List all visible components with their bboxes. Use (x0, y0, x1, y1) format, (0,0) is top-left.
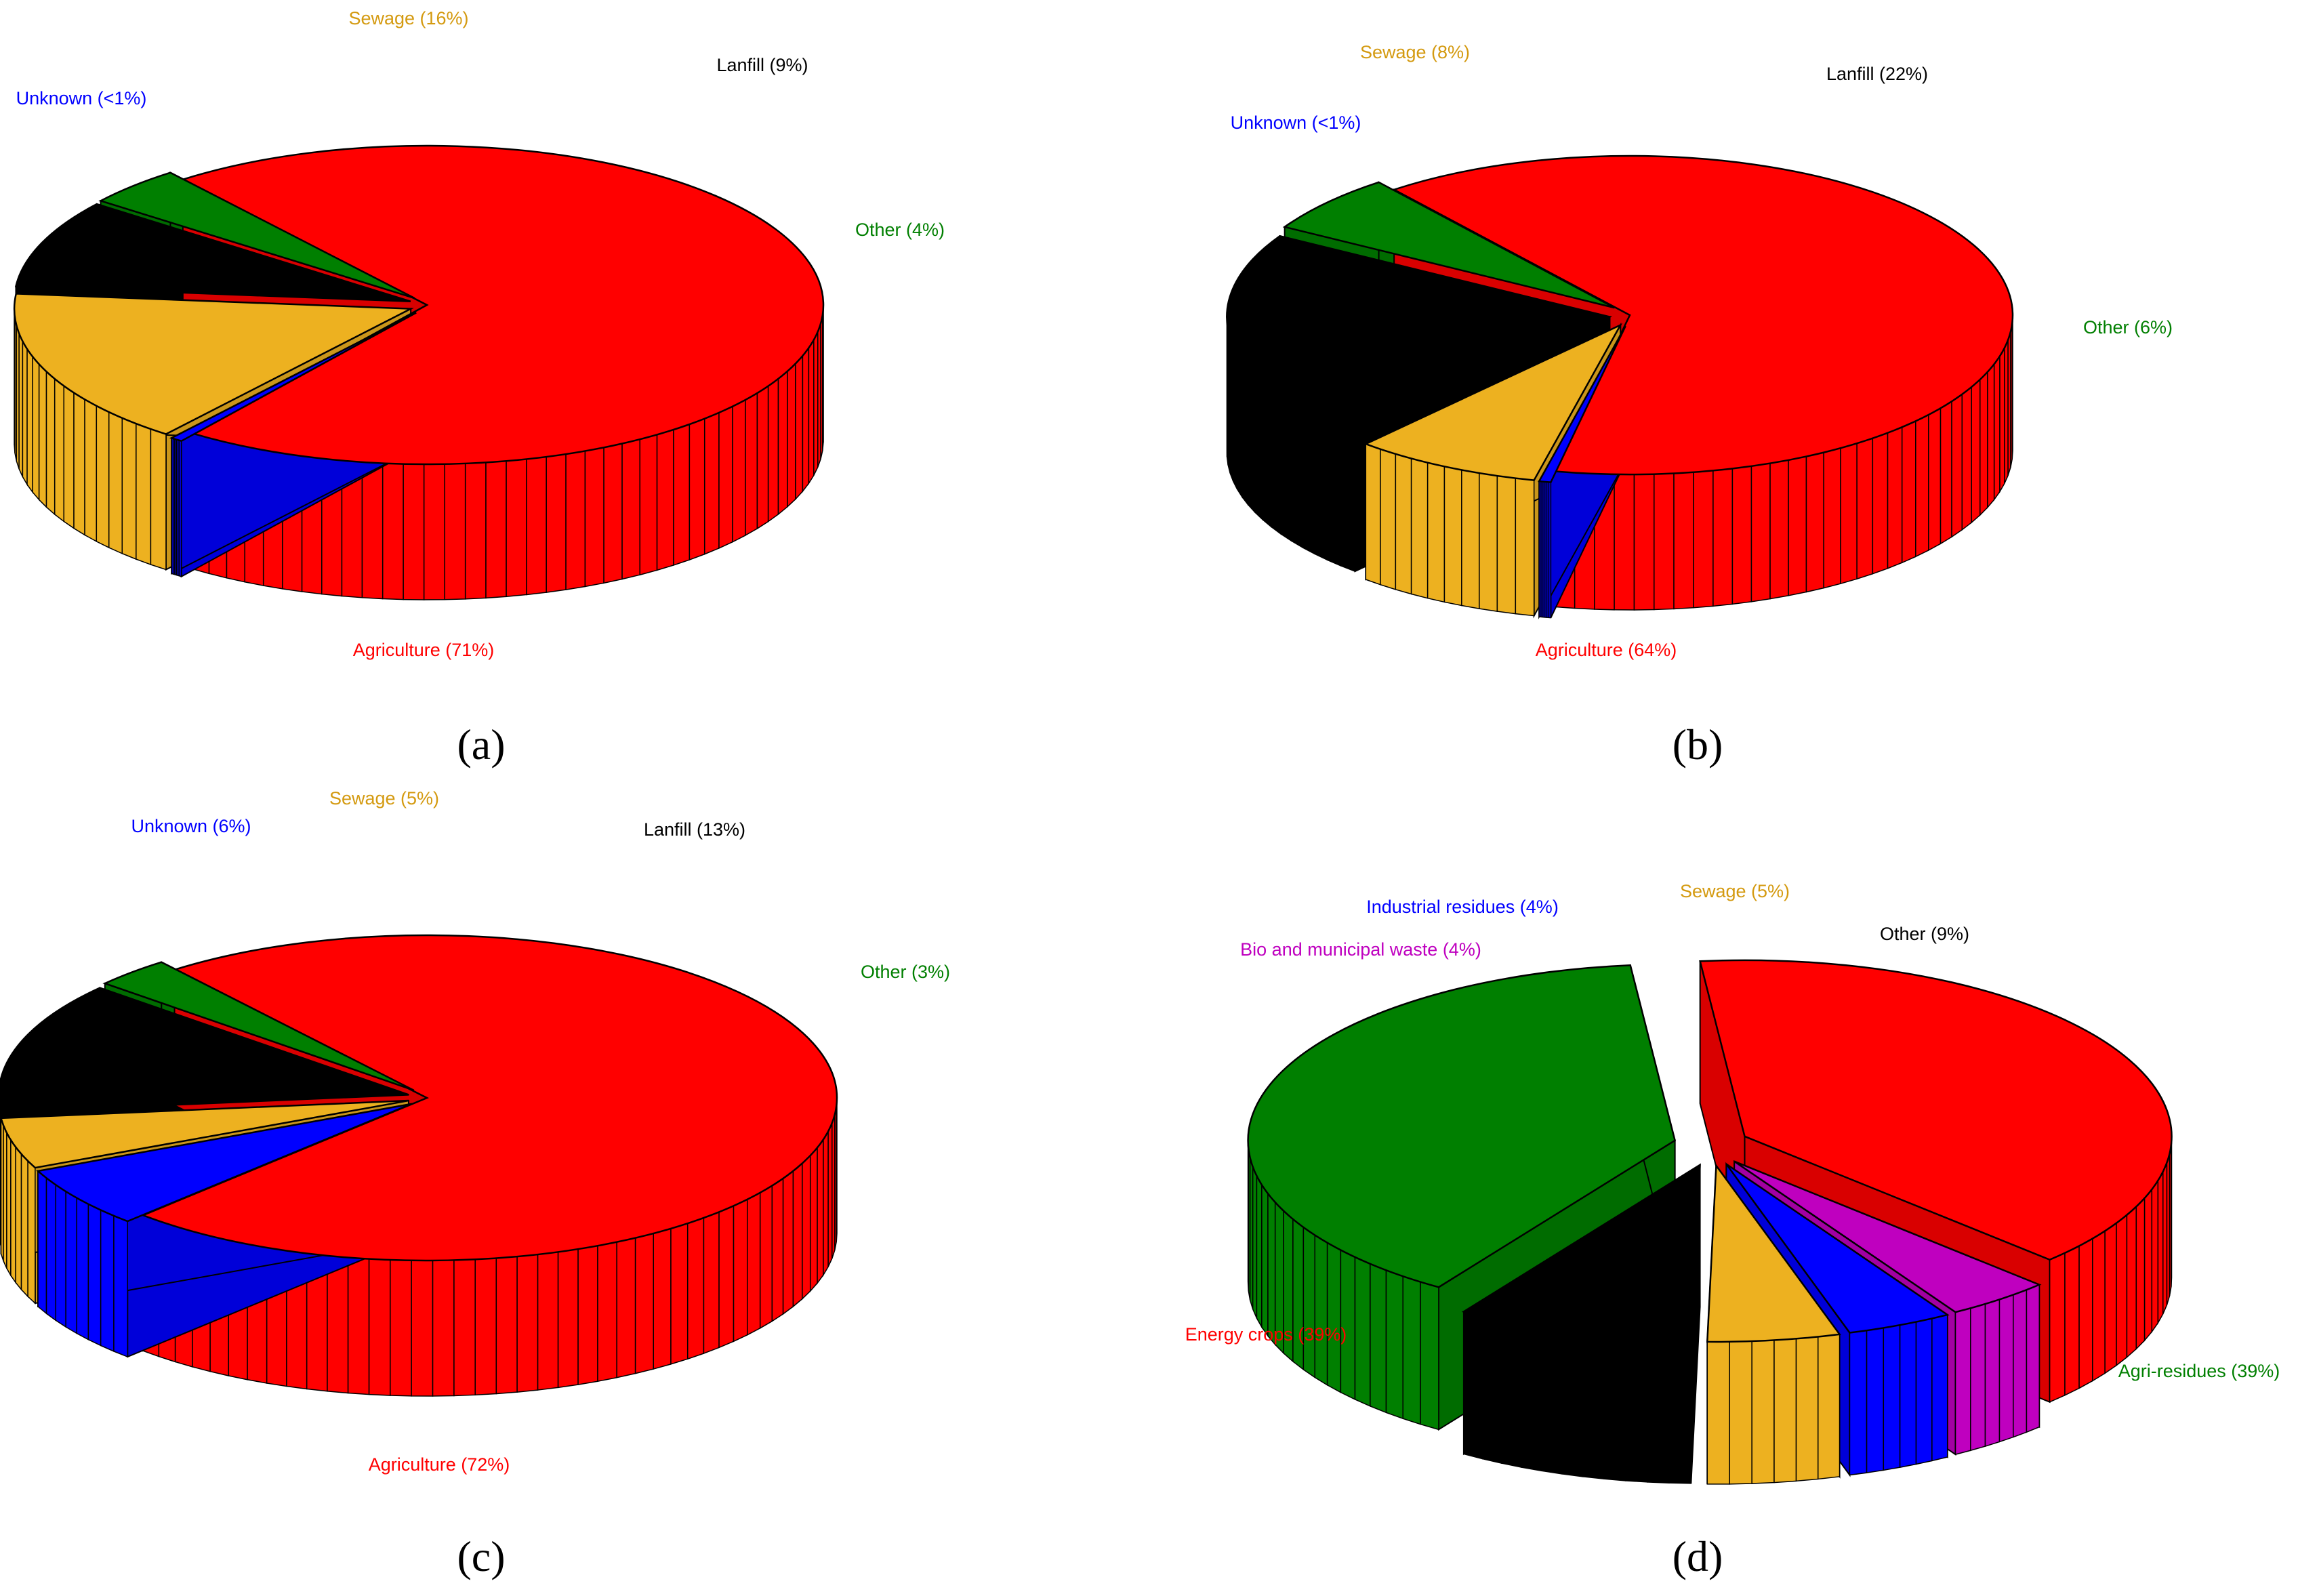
slice-label-other: Other (9%) (1880, 924, 1969, 944)
slice-unknown (1538, 325, 1626, 483)
slice-label-other: Other (6%) (2083, 317, 2173, 337)
slice-label-agri-residues: Agri-residues (39%) (2118, 1361, 2280, 1381)
slice-label-agriculture: Agriculture (72%) (369, 1454, 510, 1475)
slice-sewage (13, 293, 414, 435)
slice-unknown (36, 1103, 412, 1223)
slice-agriculture (180, 144, 825, 466)
slice-energy-crops (1699, 959, 2173, 1261)
slice-label-energy-crops: Energy crops (39%) (1185, 1324, 1347, 1345)
slice-other (102, 961, 415, 1092)
slice-label-industrial-residues: Industrial residues (4%) (1366, 897, 1559, 917)
slice-other (1461, 1163, 1701, 1343)
slice-bio-and-municipal-waste (1733, 1160, 2042, 1313)
slice-other (1282, 181, 1616, 309)
slice-label-unknown: Unknown (<1%) (1231, 112, 1361, 133)
slice-other (98, 171, 415, 300)
slice-sewage (1706, 1163, 1841, 1343)
slice-label-bio-and-municipal-waste: Bio and municipal waste (4%) (1240, 939, 1481, 960)
slice-label-sewage: Sewage (5%) (1680, 881, 1790, 901)
slice-lanfill (14, 203, 411, 302)
pie-b-labels: Agriculture (64%) Unknown (<1%) Sewage (8%… (1231, 42, 2173, 660)
slice-sewage (1363, 323, 1623, 481)
slice-agri-residues (1247, 964, 1677, 1288)
pie-chart-a: Agriculture (71%) Unknown (<1%) Sewage (16… (13, 8, 945, 769)
slice-label-lanfill: Lanfill (22%) (1826, 64, 1928, 84)
pie-a-labels: Agriculture (71%) Unknown (<1%) Sewage (16… (16, 8, 945, 660)
panel-b-caption: (b) (1673, 720, 1723, 769)
slice-label-agriculture: Agriculture (64%) (1536, 640, 1677, 660)
pie-c-slices (0, 934, 838, 1397)
panel-d-caption: (d) (1673, 1532, 1723, 1580)
slice-label-sewage: Sewage (16%) (348, 8, 468, 28)
slice-label-lanfill: Lanfill (13%) (644, 819, 745, 840)
slice-agriculture (1391, 155, 2014, 476)
pie-chart-c: Agriculture (72%) Unknown (6%) Sewage (5%)… (0, 788, 950, 1580)
slice-label-agriculture: Agriculture (71%) (353, 640, 495, 660)
pie-chart-d: Energy crops (39%) Bio and municipal wast… (1185, 881, 2280, 1580)
slice-label-other: Other (3%) (861, 962, 950, 982)
slice-industrial-residues (1725, 1163, 1950, 1334)
slice-lanfill (0, 987, 409, 1113)
pie-c-labels: Agriculture (72%) Unknown (6%) Sewage (5%)… (131, 788, 950, 1475)
slice-label-sewage: Sewage (8%) (1360, 42, 1470, 62)
pie-b-slices (1226, 155, 2014, 619)
panel-a-caption: (a) (457, 720, 505, 769)
slice-sewage (0, 1099, 409, 1169)
slice-unknown (169, 312, 417, 443)
pie-d-slices (1247, 959, 2173, 1485)
slice-lanfill (1226, 234, 1613, 437)
slice-label-unknown: Unknown (<1%) (16, 88, 147, 108)
slice-label-unknown: Unknown (6%) (131, 816, 251, 836)
slice-label-sewage: Sewage (5%) (329, 788, 439, 809)
pie-a-slices (13, 144, 825, 600)
slice-label-lanfill: Lanfill (9%) (716, 55, 808, 75)
pie-chart-b: Agriculture (64%) Unknown (<1%) Sewage (8%… (1226, 42, 2173, 769)
slice-label-other: Other (4%) (855, 220, 945, 240)
pie-d-labels: Energy crops (39%) Bio and municipal wast… (1185, 881, 2280, 1381)
slice-agriculture (140, 934, 838, 1262)
panel-c-caption: (c) (457, 1532, 505, 1580)
